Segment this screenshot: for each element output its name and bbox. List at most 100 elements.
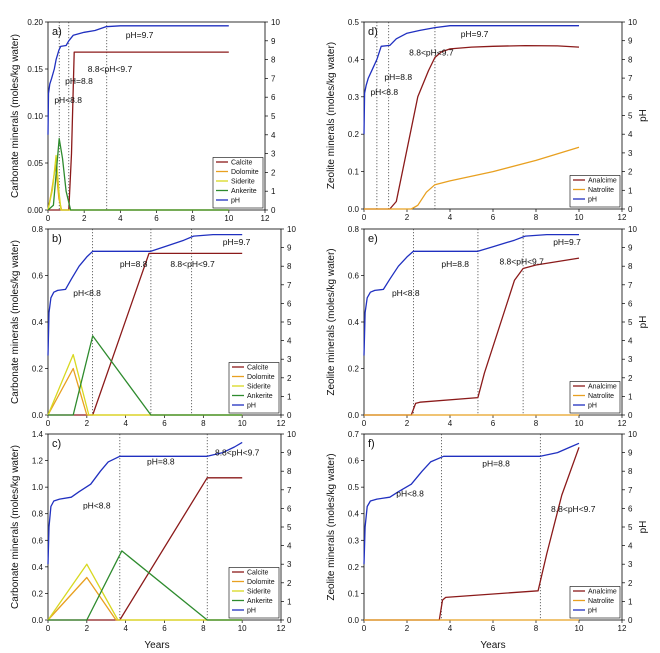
y-right-axis-label: pH [638, 316, 649, 329]
chart-panel-3: 0 2 4 6 8 10 120.00.20.40.60.8012345678910Carb… [10, 225, 296, 428]
y-tick-label: 0.1 [348, 589, 360, 598]
y-tick-label: 0.0 [348, 205, 360, 214]
y-right-tick-label: 9 [287, 449, 292, 458]
y-right-tick-label: 10 [271, 18, 280, 27]
ph-regime-annotation: pH=9.7 [553, 237, 581, 247]
legend-entry: Analcime [588, 384, 617, 391]
y-right-tick-label: 6 [628, 299, 633, 308]
y-tick-label: 0.10 [27, 112, 43, 121]
y-right-tick-label: 3 [628, 149, 633, 158]
ph-regime-annotation: pH=9.7 [126, 30, 154, 40]
x-tick-label: 4 [448, 419, 453, 428]
series-line-ph [363, 25, 579, 135]
x-tick-label: 2 [405, 419, 410, 428]
y-right-tick-label: 0 [628, 205, 633, 214]
y-right-tick-label: 5 [628, 318, 633, 327]
y-right-tick-label: 6 [628, 93, 633, 102]
y-right-tick-label: 4 [628, 130, 633, 139]
y-right-tick-label: 8 [287, 467, 292, 476]
y-right-tick-label: 7 [628, 486, 633, 495]
y-tick-label: 0.2 [348, 563, 360, 572]
y-tick-label: 0.20 [27, 18, 43, 27]
y-right-tick-label: 2 [271, 168, 276, 177]
series-line-siderite [47, 353, 243, 416]
x-tick-label: 6 [491, 624, 496, 633]
x-tick-label: 0 [362, 213, 367, 222]
y-tick-label: 0.8 [32, 225, 44, 234]
y-right-tick-label: 1 [287, 392, 292, 401]
legend-entry: Natrolite [588, 598, 614, 605]
legend-entry: pH [588, 197, 597, 204]
y-axis-label: Zeolite minerals (moles/kg water) [326, 42, 337, 189]
y-right-tick-label: 3 [287, 560, 292, 569]
y-right-tick-label: 0 [287, 411, 292, 420]
y-right-tick-label: 3 [271, 150, 276, 159]
y-tick-label: 0.5 [348, 18, 360, 27]
x-tick-label: 2 [85, 419, 90, 428]
x-tick-label: 8 [201, 419, 206, 428]
y-right-tick-label: 9 [628, 449, 633, 458]
series-line-siderite [47, 563, 243, 621]
y-tick-label: 0.8 [348, 225, 360, 234]
panel-label: f) [368, 438, 375, 450]
legend-entry: Ankerite [231, 188, 257, 195]
y-right-tick-label: 5 [628, 112, 633, 121]
y-right-tick-label: 9 [287, 244, 292, 253]
x-tick-label: 6 [491, 213, 496, 222]
y-right-tick-label: 8 [271, 56, 276, 65]
y-tick-label: 0.0 [348, 411, 360, 420]
y-tick-label: 1.0 [32, 483, 44, 492]
series-line-natrolite [364, 146, 580, 210]
x-tick-label: 10 [238, 624, 247, 633]
y-right-tick-label: 0 [287, 616, 292, 625]
ph-regime-annotation: pH=9.7 [223, 237, 251, 247]
y-tick-label: 0.6 [32, 272, 44, 281]
ph-regime-annotation: 8.8<pH<9.7 [88, 64, 133, 74]
legend-entry: Dolomite [247, 579, 275, 586]
y-right-tick-label: 3 [628, 355, 633, 364]
x-tick-label: 8 [534, 624, 539, 633]
series-line-dolomite [47, 576, 243, 621]
y-right-tick-label: 4 [628, 542, 633, 551]
series-line-ph [363, 442, 580, 565]
y-right-tick-label: 5 [287, 318, 292, 327]
x-tick-label: 4 [118, 214, 123, 223]
y-tick-label: 0.2 [32, 589, 44, 598]
y-right-tick-label: 4 [271, 131, 276, 140]
y-axis-label: Zeolite minerals (moles/kg water) [326, 453, 337, 600]
x-tick-label: 8 [534, 419, 539, 428]
ph-regime-annotation: pH<8.8 [83, 500, 111, 510]
legend-entry: Calcite [247, 570, 269, 577]
ph-regime-annotation: 8.8<pH<9.7 [551, 504, 596, 514]
y-right-tick-label: 3 [287, 355, 292, 364]
ph-regime-annotation: pH=9.7 [461, 29, 489, 39]
series-line-calcite [48, 252, 243, 416]
x-tick-label: 8 [201, 624, 206, 633]
y-right-tick-label: 8 [628, 262, 633, 271]
x-tick-label: 6 [491, 419, 496, 428]
y-tick-label: 0.3 [348, 93, 360, 102]
y-right-tick-label: 1 [628, 597, 633, 606]
x-tick-label: 4 [448, 213, 453, 222]
series-line-analcime [364, 44, 580, 210]
y-right-tick-label: 2 [628, 579, 633, 588]
y-tick-label: 0.2 [32, 365, 44, 374]
y-right-tick-label: 0 [628, 411, 633, 420]
x-tick-label: 12 [618, 419, 627, 428]
legend-entry: Ankerite [247, 393, 273, 400]
y-tick-label: 0.2 [348, 365, 360, 374]
panel-label: c) [52, 438, 61, 450]
x-tick-label: 6 [162, 419, 167, 428]
y-right-tick-label: 6 [271, 93, 276, 102]
y-tick-label: 0.05 [27, 159, 43, 168]
y-tick-label: 0.7 [348, 430, 360, 439]
y-tick-label: 0.4 [32, 563, 44, 572]
y-right-tick-label: 10 [628, 430, 637, 439]
y-right-tick-label: 9 [628, 37, 633, 46]
x-tick-label: 10 [575, 624, 584, 633]
y-right-tick-label: 1 [271, 187, 276, 196]
x-tick-label: 10 [575, 419, 584, 428]
y-right-tick-label: 2 [628, 168, 633, 177]
x-tick-label: 4 [123, 419, 128, 428]
y-right-tick-label: 7 [271, 74, 276, 83]
